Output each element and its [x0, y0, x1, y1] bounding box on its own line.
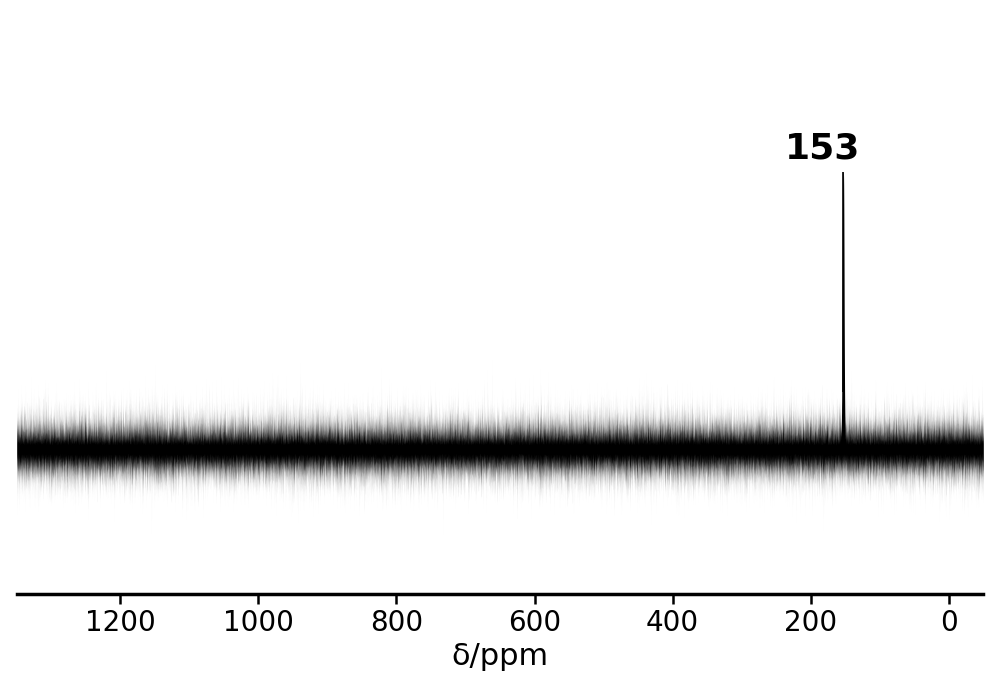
X-axis label: δ/ppm: δ/ppm: [451, 643, 549, 671]
Text: 153: 153: [785, 132, 860, 166]
